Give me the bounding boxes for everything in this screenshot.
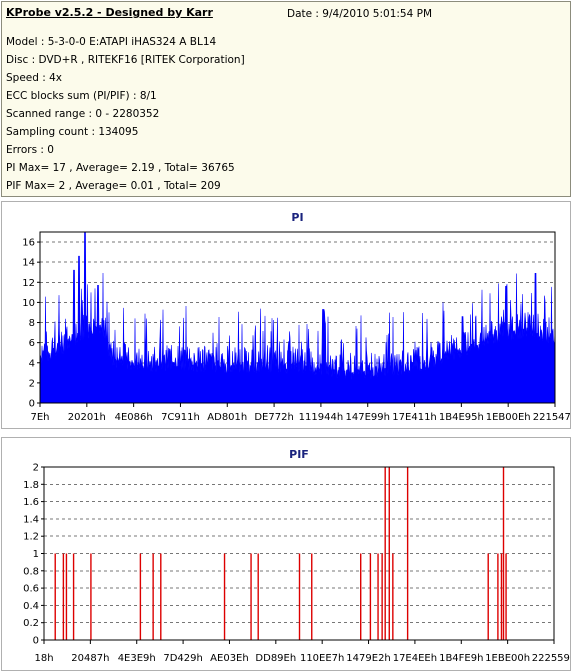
pif-plot-border [43,466,555,641]
pi-y-tick-label: 12 [22,278,35,289]
pif-x-tick-label: 1B4FE9h [439,653,483,664]
pi-x-tick-label: 1EB00Eh [486,412,531,423]
info-ecc-sum: ECC blocks sum (PI/PIF) : 8/1 [6,90,157,102]
pif-x-tick-label: 222559h [532,653,570,664]
pi-y-tick-label: 10 [22,298,35,309]
pi-y-tick-label: 14 [22,258,35,269]
pi-x-tick-label: AD801h [207,412,247,423]
pif-x-tick-label: 7D429h [163,653,203,664]
info-errors: Errors : 0 [6,144,54,156]
pif-y-tick-label: 0.2 [23,618,39,629]
pif-x-tick-label: AE03Eh [210,653,249,664]
pif-x-tick-label: 1479E2h [346,653,390,664]
pi-x-tick-label: 20201h [68,412,106,423]
info-pi-stats: PI Max= 17 , Average= 2.19 , Total= 3676… [6,162,235,174]
pi-chart: PI 0 2 4 6 8 10 12 14 16 7Eh 20201h 4E086h 7C911h AD80… [22,211,570,423]
pif-y-tick-label: 1 [33,549,39,560]
pif-x-tick-label: 110EE7h [300,653,344,664]
pi-x-tick-label: 1B4E95h [439,412,484,423]
pi-y-tick-label: 2 [29,378,35,389]
info-scanned-range: Scanned range : 0 - 2280352 [6,108,160,120]
pif-chart: PIF 0 0.2 0.4 0.6 0.8 1 1.2 1.4 1.6 1.8 2 18h 20487h 4… [23,448,570,664]
info-speed: Speed : 4x [6,72,63,84]
pif-x-tick-label: DD89Eh [255,653,296,664]
pif-y-tick-label: 0.8 [23,566,39,577]
pi-x-tick-label: 4E086h [115,412,153,423]
pif-y-tick-label: 1.8 [23,480,39,491]
info-pif-stats: PIF Max= 2 , Average= 0.01 , Total= 209 [6,180,221,192]
pi-y-tick-label: 6 [29,338,35,349]
pi-x-tick-label: 147E99h [345,412,389,423]
pif-chart-title: PIF [289,448,309,461]
pif-y-tick-label: 1.4 [23,514,39,525]
pi-y-tick-label: 4 [29,358,35,369]
pi-x-tick-label: 7C911h [161,412,200,423]
pif-y-tick-label: 2 [33,463,39,474]
pi-x-tick-label: 17E411h [392,412,436,423]
pi-plot-border [39,231,556,404]
pi-x-tick-label: DE772h [254,412,293,423]
pi-y-tick-label: 0 [29,399,35,410]
pif-y-tick-label: 0 [33,636,39,647]
pi-x-tick-label: 7Eh [30,412,49,423]
pi-x-tick-label: 221547h [533,412,570,423]
app-title: KProbe v2.5.2 - Designed by Karr [6,6,213,19]
pif-x-tick-label: 18h [34,653,53,664]
pif-x-tick-label: 17E4EEh [393,653,437,664]
pif-y-tick-label: 1.2 [23,532,39,543]
pif-y-tick-label: 0.6 [23,584,39,595]
pi-chart-title: PI [291,211,303,224]
scan-date: Date : 9/4/2010 5:01:54 PM [287,8,433,20]
info-panel: KProbe v2.5.2 - Designed by Karr Date : … [1,1,571,197]
pif-x-tick-label: 20487h [71,653,109,664]
pi-y-tick-label: 8 [29,318,35,329]
pif-x-tick-label: 4E3E9h [118,653,156,664]
pi-series-area [39,231,556,404]
pif-y-tick-label: 0.4 [23,601,39,612]
pi-x-tick-label: 111944h [299,412,344,423]
info-sampling-count: Sampling count : 134095 [6,126,139,138]
pi-y-tick-label: 16 [22,238,35,249]
info-disc: Disc : DVD+R , RITEKF16 [RITEK Corporati… [6,54,245,66]
pif-chart-panel: PIF 0 0.2 0.4 0.6 0.8 1 1.2 1.4 1.6 1.8 2 18h 20487h 4… [1,437,571,671]
pif-y-tick-label: 1.6 [23,497,39,508]
info-model: Model : 5-3-0-0 E:ATAPI iHAS324 A BL14 [6,36,217,48]
pif-x-tick-label: 1EBE00h [485,653,530,664]
pi-chart-panel: PI 0 2 4 6 8 10 12 14 16 7Eh 20201h 4E086h 7C911h AD80… [1,201,571,429]
